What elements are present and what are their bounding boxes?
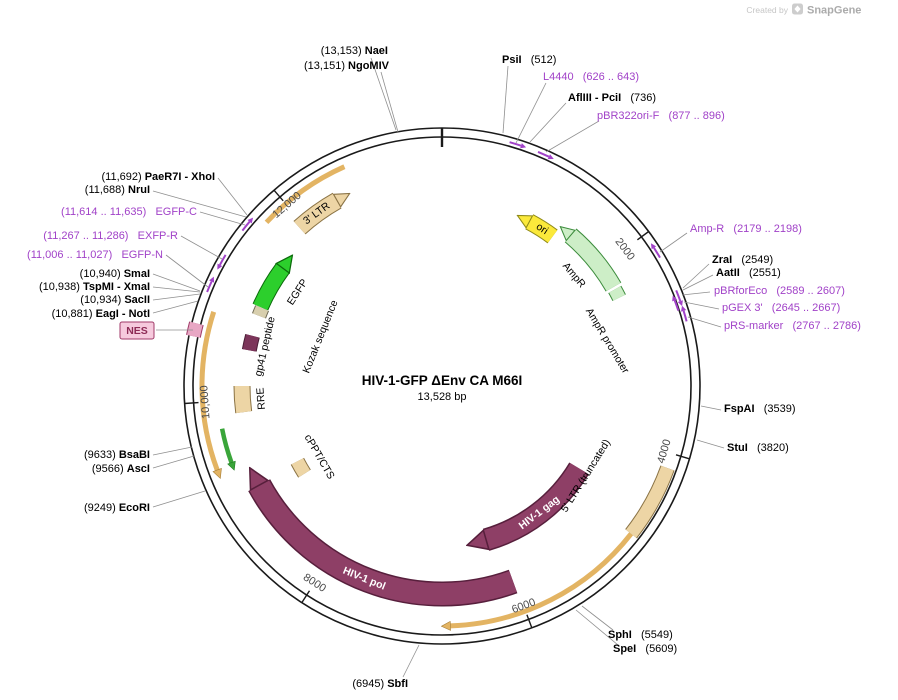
primer-site-mark-pbr322ori-f[interactable] — [537, 150, 554, 160]
enzyme-label-paer7i-xhoi[interactable]: (11,692) PaeR7I - XhoI — [101, 171, 215, 183]
scale-tick-2000 — [636, 230, 650, 241]
thin-feature-arc-bottom[interactable] — [450, 532, 634, 626]
plasmid-size: 13,528 bp — [418, 391, 467, 403]
primer-label-pgex-3[interactable]: pGEX 3' (2645 .. 2667) — [722, 302, 840, 314]
feature-arc-gp41[interactable] — [242, 334, 259, 352]
feature-arc-ampr-promoter[interactable] — [609, 286, 626, 301]
enzyme-label-ngomiv[interactable]: (13,151) NgoMIV — [304, 60, 390, 72]
feature-arc-5ltr[interactable] — [625, 465, 674, 538]
scale-label-2000: 2000 — [613, 236, 637, 263]
scale-tick-10000 — [184, 401, 199, 405]
enzyme-label-afliii-pcii[interactable]: AflIII - PciI (736) — [568, 92, 656, 104]
primer-label-pbr322ori-f[interactable]: pBR322ori-F (877 .. 896) — [597, 110, 725, 122]
scale-tick-6000 — [526, 614, 533, 629]
scale-tick-8000 — [301, 590, 311, 603]
snapgene-logo-glyph-icon — [794, 5, 801, 13]
primer-site-mark-prs-marker[interactable] — [681, 305, 688, 322]
feature-label-egfp[interactable]: EGFP — [285, 277, 311, 308]
scale-label-8000: 8000 — [301, 571, 328, 594]
enzyme-label-aatii[interactable]: AatII (2551) — [716, 267, 781, 279]
primer-site-mark-amp-r[interactable] — [650, 243, 661, 259]
leader-lines — [152, 57, 725, 678]
enzyme-label-ecori[interactable]: (9249) EcoRI — [84, 502, 150, 514]
watermark-brand: SnapGene — [807, 5, 861, 17]
enzyme-label-stui[interactable]: StuI (3820) — [727, 442, 789, 454]
primer-site-mark-egfp-n[interactable] — [206, 276, 215, 293]
enzyme-label-fspai[interactable]: FspAI (3539) — [724, 403, 796, 415]
enzyme-label-naei[interactable]: (13,153) NaeI — [321, 45, 388, 57]
feature-arc-nes[interactable] — [187, 321, 203, 338]
enzyme-label-sacii[interactable]: (10,934) SacII — [80, 294, 150, 306]
enzyme-label-nrui[interactable]: (11,688) NruI — [85, 184, 150, 196]
feature-arc-cppt[interactable] — [291, 458, 311, 478]
scale-tick-4000 — [675, 454, 690, 460]
feature-arc-hiv1-pol[interactable] — [259, 485, 517, 606]
primer-site-mark-pgex3[interactable] — [672, 295, 680, 311]
feature-label-kozak[interactable]: Kozak sequence — [300, 298, 340, 375]
primer-site-mark-exfp-r[interactable] — [217, 254, 227, 270]
primer-label-amp-r[interactable]: Amp-R (2179 .. 2198) — [690, 223, 802, 235]
enzyme-label-bsabi[interactable]: (9633) BsaBI — [84, 449, 150, 461]
enzyme-label-spei[interactable]: SpeI (5609) — [613, 643, 677, 655]
watermark-created-by: Created by — [746, 5, 788, 15]
enzyme-label-psii[interactable]: PsiI (512) — [502, 54, 556, 66]
feature-arc-rre[interactable] — [234, 385, 252, 414]
feature-arc-ampr[interactable] — [571, 235, 621, 292]
primer-label-pbrforeco[interactable]: pBRforEco (2589 .. 2607) — [714, 285, 845, 297]
primer-label-l4440[interactable]: L4440 (626 .. 643) — [543, 71, 639, 83]
scale-label-10000: 10,000 — [198, 385, 212, 419]
enzyme-label-tspmi-xmai[interactable]: (10,938) TspMI - XmaI — [39, 281, 150, 293]
enzyme-label-asci[interactable]: (9566) AscI — [92, 463, 150, 475]
primer-label-prs-marker[interactable]: pRS-marker (2767 .. 2786) — [724, 320, 861, 332]
feature-label-nes[interactable]: NES — [126, 325, 148, 337]
enzyme-label-smai[interactable]: (10,940) SmaI — [80, 268, 150, 280]
feature-label-ampr[interactable]: AmpR — [560, 260, 588, 290]
thin-feature-arc-left[interactable] — [199, 311, 217, 470]
primer-label-egfp-c[interactable]: (11,614 .. 11,635) EGFP-C — [61, 206, 197, 218]
feature-arc-kozak[interactable] — [252, 305, 269, 319]
primer-site-mark-pbrforeco[interactable] — [675, 290, 683, 307]
feature-arc-ori[interactable] — [529, 222, 558, 243]
feature-label-cppt[interactable]: cPPT/CTS — [302, 432, 337, 481]
feature-arc-hiv1-gag[interactable] — [486, 463, 588, 539]
nes-label-box[interactable] — [119, 321, 155, 340]
feature-label-ori[interactable]: ori — [534, 221, 550, 237]
plasmid-title: HIV-1-GFP ΔEnv CA M66I — [362, 373, 523, 388]
enzyme-label-eagi-noti[interactable]: (10,881) EagI - NotI — [52, 308, 150, 320]
feature-label-ampr-promoter[interactable]: AmpR promoter — [583, 306, 632, 376]
thin-feature-arc-topleft[interactable] — [264, 164, 346, 225]
feature-label-rre[interactable]: RRE — [254, 387, 268, 410]
scale-label-4000: 4000 — [655, 438, 673, 465]
primer-site-mark-l4440[interactable] — [509, 141, 527, 149]
enzyme-label-sphi[interactable]: SphI (5549) — [608, 629, 673, 641]
enzyme-label-zrai[interactable]: ZraI (2549) — [712, 254, 773, 266]
primer-site-mark-egfp-c[interactable] — [241, 217, 254, 232]
primer-label-exfp-r[interactable]: (11,267 .. 11,286) EXFP-R — [43, 230, 178, 242]
scale-tick-12000 — [273, 189, 284, 202]
feature-arc-egfp[interactable] — [253, 268, 282, 311]
feature-arc-3ltr[interactable] — [294, 201, 338, 234]
scale-label-12000: 12,000 — [270, 190, 303, 221]
primer-label-egfp-n[interactable]: (11,006 .. 11,027) EGFP-N — [27, 249, 163, 261]
thin-feature-arc-green[interactable] — [219, 428, 231, 463]
enzyme-label-sbfi[interactable]: (6945) SbfI — [352, 678, 408, 690]
